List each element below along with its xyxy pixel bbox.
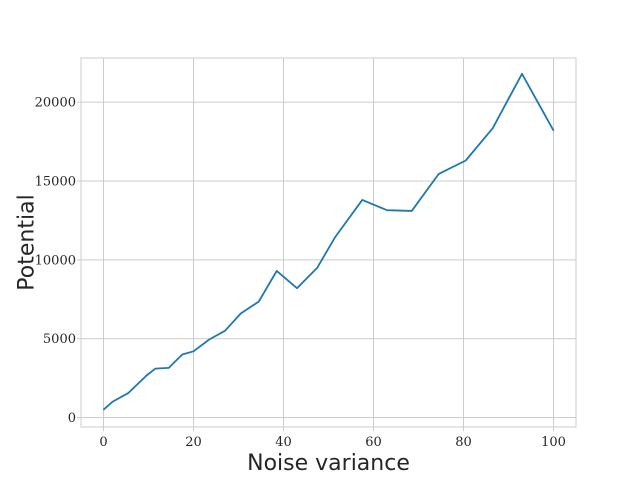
data-point xyxy=(168,367,170,369)
x-tick-label: 0 xyxy=(99,435,107,450)
data-point xyxy=(361,199,363,201)
grid xyxy=(81,58,576,427)
data-point xyxy=(193,350,194,352)
data-point xyxy=(492,127,494,129)
data-point xyxy=(127,392,129,394)
data-point xyxy=(276,270,278,272)
x-tick-label: 20 xyxy=(185,435,202,450)
data-point xyxy=(208,338,210,340)
data-point xyxy=(145,375,147,377)
y-tick-label: 0 xyxy=(68,411,76,426)
y-tick-label: 15000 xyxy=(35,175,76,190)
plot-frame xyxy=(80,57,577,428)
data-point xyxy=(258,301,260,303)
y-tick-label: 20000 xyxy=(35,96,76,111)
data-point xyxy=(296,287,298,289)
y-tick-label: 10000 xyxy=(35,253,76,268)
x-tick-label: 60 xyxy=(365,435,382,450)
data-point xyxy=(438,173,440,175)
data-point xyxy=(521,73,523,75)
x-axis-title: Noise variance xyxy=(247,451,410,476)
x-tick-label: 40 xyxy=(275,435,292,450)
y-tick-label: 5000 xyxy=(43,332,76,347)
data-point xyxy=(316,267,318,269)
data-point xyxy=(386,209,388,211)
data-point xyxy=(103,409,104,411)
x-tick-label: 80 xyxy=(455,435,472,450)
data-point xyxy=(112,401,113,403)
data-point xyxy=(465,160,467,161)
data-point xyxy=(553,130,554,132)
data-point xyxy=(411,210,413,212)
series-layer xyxy=(102,72,555,411)
series-line xyxy=(102,72,555,411)
data-point xyxy=(154,368,156,370)
x-tick-label: 100 xyxy=(541,435,566,450)
data-point xyxy=(334,236,336,238)
y-axis-title: Potential xyxy=(15,194,40,290)
axis-ticks: 0 20 40 60 80 100 0 5000 10000 15000 20000 xyxy=(35,96,566,450)
data-point xyxy=(224,330,226,332)
data-point xyxy=(240,312,242,314)
data-point xyxy=(181,353,183,355)
